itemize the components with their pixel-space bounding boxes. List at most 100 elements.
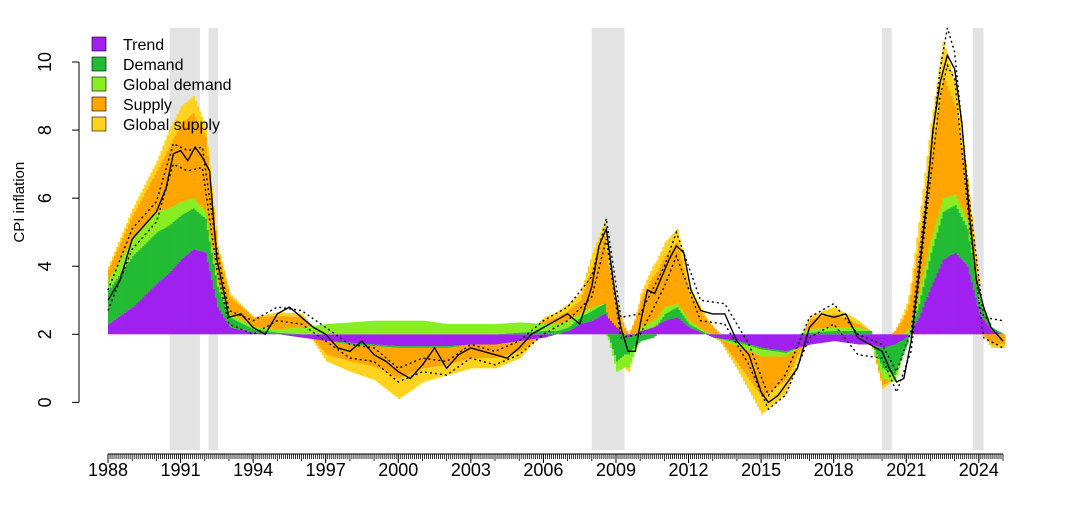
x-tick-label: 2012 (669, 460, 709, 480)
bar-segment (353, 362, 357, 374)
bar-segment (976, 275, 980, 285)
bar-segment (962, 220, 966, 262)
bar-segment (414, 347, 417, 372)
bar-segment (303, 316, 306, 319)
bar-segment (243, 330, 246, 335)
bar-segment (797, 354, 800, 360)
bar-segment (243, 324, 246, 331)
bar-segment (226, 285, 230, 289)
bar-segment (777, 356, 780, 386)
bar-segment (259, 316, 262, 328)
bar-segment (208, 235, 212, 242)
bar-segment (922, 275, 925, 287)
bar-segment (245, 330, 248, 335)
bar-segment (118, 316, 121, 335)
bar-segment (158, 281, 161, 335)
bar-segment (384, 346, 387, 372)
bar-segment (799, 351, 802, 355)
bar-segment (142, 246, 145, 298)
bar-segment (361, 364, 365, 376)
bar-segment (898, 322, 901, 326)
bar-segment (732, 357, 736, 364)
bar-segment (867, 329, 871, 331)
bar-segment (688, 286, 691, 294)
bar-segment (861, 326, 865, 329)
bar-segment (829, 314, 833, 328)
bar-segment (751, 383, 754, 396)
bar-segment (339, 323, 343, 335)
bar-segment (682, 322, 685, 335)
bar-segment (605, 240, 609, 253)
bar-segment (493, 324, 496, 335)
bar-segment (557, 330, 560, 334)
bar-segment (906, 310, 909, 331)
bar-segment (458, 345, 462, 347)
bar-segment (222, 298, 226, 302)
bar-segment (573, 305, 577, 318)
bar-segment (873, 334, 877, 346)
bar-segment (551, 324, 554, 331)
bar-segment (876, 334, 879, 347)
bar-segment (579, 324, 583, 335)
bar-segment (220, 313, 224, 335)
bar-segment (279, 332, 282, 335)
bar-segment (144, 193, 147, 226)
bar-segment (890, 372, 893, 381)
bar-segment (561, 332, 564, 335)
bar-segment (938, 268, 941, 335)
bar-segment (660, 263, 663, 313)
bar-segment (912, 327, 915, 335)
bar-segment (174, 220, 177, 267)
bar-segment (108, 266, 111, 270)
bar-segment (237, 318, 240, 322)
bar-segment (950, 71, 953, 97)
bar-segment (769, 349, 772, 351)
bar-segment (144, 244, 147, 296)
bar-segment (744, 345, 748, 350)
bar-segment (757, 334, 760, 347)
bar-segment (370, 365, 373, 379)
bar-segment (847, 334, 851, 344)
bar-segment (785, 334, 788, 352)
bar-segment (595, 308, 599, 319)
bar-segment (940, 204, 943, 219)
bar-segment (257, 332, 260, 335)
bar-segment (924, 278, 927, 302)
bar-segment (454, 362, 458, 373)
bar-segment (855, 319, 859, 324)
bar-segment (942, 198, 945, 212)
bar-segment (920, 284, 923, 296)
bar-segment (410, 373, 413, 391)
bar-segment (366, 343, 369, 346)
bar-segment (351, 322, 355, 335)
bar-segment (345, 322, 349, 335)
bar-segment (414, 371, 417, 388)
bar-segment (728, 352, 732, 357)
bar-segment (573, 327, 577, 335)
bar-segment (779, 350, 782, 353)
bar-segment (998, 332, 1002, 334)
bar-segment (654, 274, 657, 320)
bar-segment (474, 358, 478, 369)
bar-segment (859, 330, 863, 335)
bar-segment (200, 207, 204, 216)
bar-segment (886, 334, 889, 347)
bar-segment (136, 252, 139, 304)
bar-segment (813, 328, 816, 333)
bar-segment (329, 323, 333, 335)
bar-segment (158, 231, 161, 282)
y-tick-label: 6 (35, 193, 55, 203)
bar-segment (990, 330, 994, 335)
bar-segment (664, 256, 667, 308)
bar-segment (531, 339, 534, 343)
bar-segment (561, 329, 564, 333)
bar-segment (642, 288, 645, 297)
bar-segment (720, 339, 724, 341)
bar-segment (738, 366, 742, 374)
bar-segment (797, 334, 800, 348)
bar-segment (670, 310, 673, 319)
bar-segment (678, 318, 681, 335)
bar-segment (622, 322, 625, 333)
bar-segment (898, 342, 901, 365)
bar-segment (996, 344, 1000, 348)
